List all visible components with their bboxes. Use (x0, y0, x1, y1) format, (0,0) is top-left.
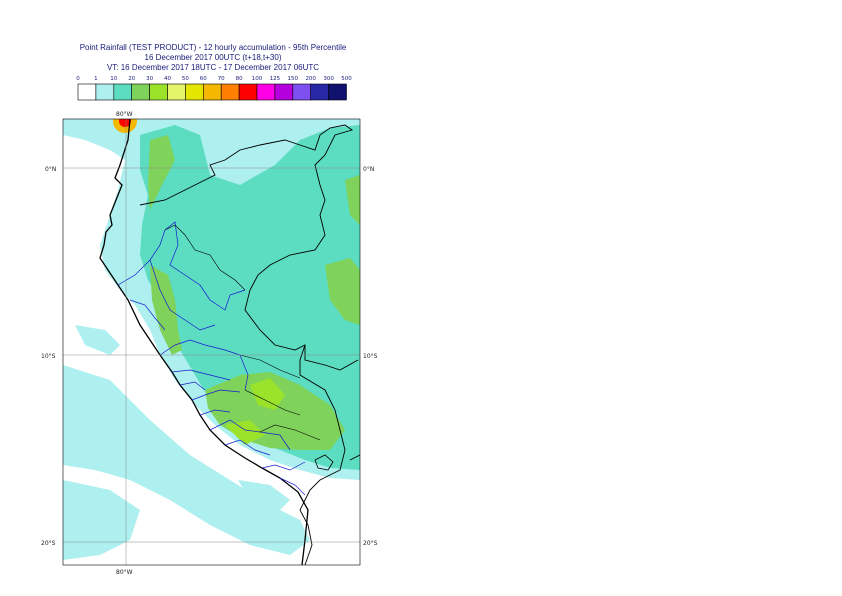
coastline (99, 119, 309, 565)
country-border (139, 124, 360, 565)
legend-tick-label: 200 (305, 76, 316, 82)
legend-swatch (328, 83, 347, 101)
lon-label-top: 80°W (116, 111, 133, 118)
rain-field-ocean-1 (63, 365, 310, 555)
lon-label-bottom: 80°W (116, 569, 133, 576)
rain-field-ocean-3 (75, 325, 120, 355)
legend-tick-label: 0 (76, 76, 80, 82)
legend-tick-label: 60 (200, 76, 207, 82)
lat-label-20s-right: 20°S (363, 540, 378, 547)
regional-borders-2 (164, 224, 321, 441)
legend-tick-label: 1 (94, 76, 98, 82)
rain-field-20to30-ne (345, 175, 360, 225)
lat-label-20s-left: 20°S (41, 540, 56, 547)
legend-tick-label: 50 (182, 76, 189, 82)
rain-field-ocean-2 (63, 480, 140, 560)
lat-label-0-left: 0°N (45, 166, 56, 173)
legend-tick-label: 300 (323, 76, 334, 82)
map-frame (62, 118, 361, 566)
legend-tick-label: 500 (341, 76, 352, 82)
valid-time-label: VT: 16 December 2017 18UTC - 17 December… (106, 63, 320, 72)
rain-cell-heavy-core (119, 119, 131, 127)
legend-tick-label: 100 (252, 76, 263, 82)
rain-field-10to20 (140, 125, 360, 470)
legend-tick-label: 80 (236, 76, 243, 82)
rain-field-ocean-4 (238, 480, 290, 510)
legend-tick-label: 30 (146, 76, 153, 82)
lat-label-0-right: 0°N (363, 166, 374, 173)
rain-field-20to30-andes (148, 135, 175, 210)
rain-field-20to30-north (150, 265, 182, 355)
lat-label-10s-right: 10°S (363, 353, 378, 360)
legend-tick-label: 40 (164, 76, 171, 82)
legend-tick-label: 10 (110, 76, 117, 82)
regional-borders (117, 221, 306, 496)
legend-tick-label: 150 (288, 76, 299, 82)
run-time-label: 16 December 2017 00UTC (t+18,t+30) (144, 53, 282, 62)
chart-title: Point Rainfall (TEST PRODUCT) - 12 hourl… (79, 43, 347, 52)
lake-titicaca (314, 454, 334, 471)
legend-tick-label: 125 (270, 76, 281, 82)
rain-field-30to40 (250, 378, 285, 410)
legend-tick-label: 70 (218, 76, 225, 82)
rain-field-30to40-b (225, 420, 265, 445)
rain-field-20to30-east (325, 258, 360, 325)
lat-label-10s-left: 10°S (41, 353, 56, 360)
color-legend: 0 1 10 20 30 40 50 60 70 80 100 125 150 200 300 500 (76, 76, 352, 101)
legend-tick-label: 20 (128, 76, 135, 82)
